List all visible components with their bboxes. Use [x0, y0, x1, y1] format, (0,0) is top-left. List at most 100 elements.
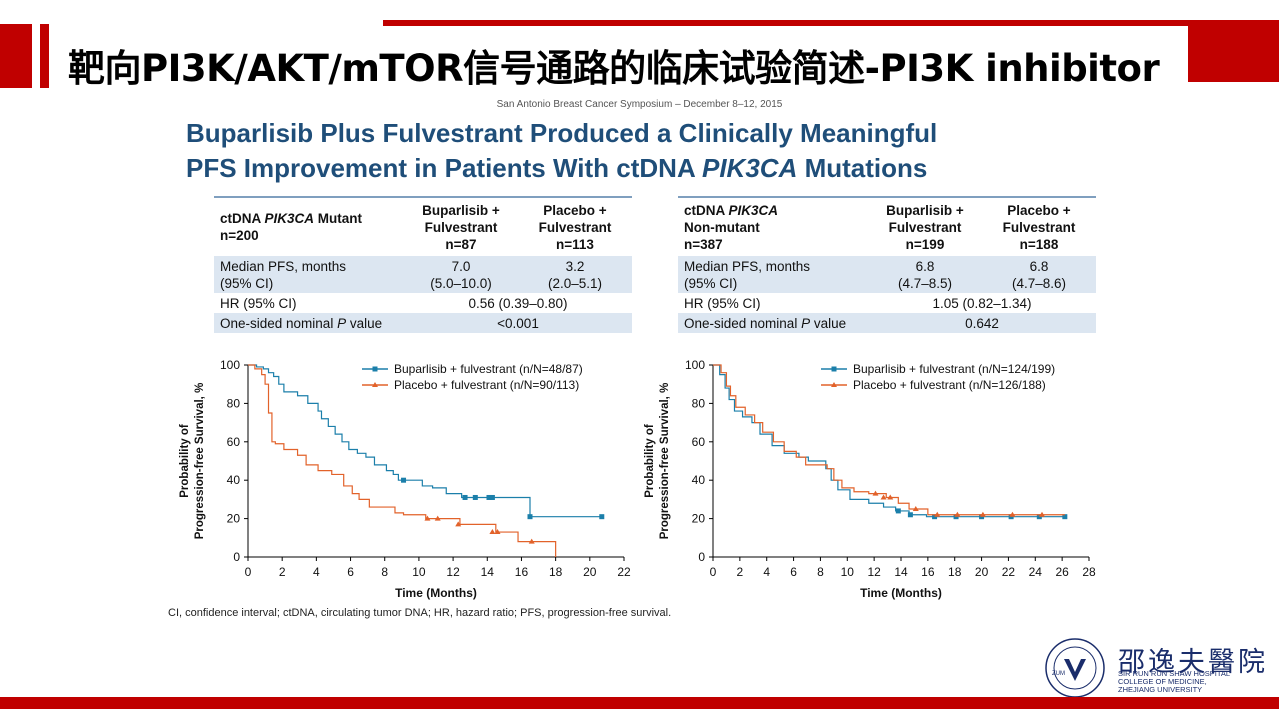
x-tick-label: 14 — [481, 565, 495, 579]
censor-marker — [494, 529, 501, 535]
pfs-arm1-ci: (5.0–10.0) — [430, 275, 492, 291]
censor-marker — [455, 521, 462, 527]
pfs-arm2-ci: (4.7–8.6) — [1011, 275, 1067, 291]
p-label-c: value — [810, 315, 847, 331]
group-label-c: Non-mutant — [684, 219, 760, 235]
p-label-italic: P — [801, 315, 811, 331]
x-axis-title: Time (Months) — [395, 586, 477, 600]
table-arm1-header: Buparlisib + Fulvestrant n=199 — [868, 198, 982, 256]
y-axis-title-2: Progression-free Survival, % — [659, 383, 671, 540]
p-label-c: value — [346, 315, 383, 331]
censor-marker — [887, 494, 894, 500]
table-row-hr: HR (95% CI) 0.56 (0.39–0.80) — [214, 293, 632, 313]
headline-gene-name: PIK3CA — [701, 153, 798, 183]
y-tick-label: 80 — [227, 396, 241, 410]
censor-marker — [424, 515, 431, 521]
table-row-pfs: Median PFS, months (95% CI) 6.8 (4.7–8.5) … — [678, 256, 1096, 293]
bottom-red-bar — [0, 697, 1279, 709]
table-row-p: One-sided nominal P value 0.642 — [678, 313, 1096, 333]
group-label-a: ctDNA — [684, 202, 729, 218]
table-arm1-header: Buparlisib + Fulvestrant n=87 — [404, 198, 518, 256]
censor-marker — [880, 494, 887, 500]
x-tick-label: 18 — [549, 565, 563, 579]
km-chart-mutant: 0 20 40 60 80 100 0 2 4 6 8 10 12 14 16 18 20 22 Time (Mon… — [179, 358, 631, 600]
y-tick-label: 60 — [692, 435, 706, 449]
table-arm2-header: Placebo + Fulvestrant n=113 — [518, 198, 632, 256]
pfs-arm2: 3.2 (2.0–5.1) — [518, 256, 632, 293]
x-tick-label: 8 — [817, 565, 824, 579]
pfs-arm2-value: 3.2 — [565, 258, 585, 274]
hr-label: HR (95% CI) — [684, 295, 761, 311]
hr-label: HR (95% CI) — [220, 295, 297, 311]
headline-line-2-part-c: Mutations — [797, 153, 928, 183]
censor-marker — [486, 494, 492, 500]
headline-line-2-part-a: PFS Improvement in Patients With ctDNA — [186, 153, 702, 183]
group-n: n=200 — [220, 228, 259, 243]
x-tick-label: 4 — [313, 565, 320, 579]
table-row-pfs: Median PFS, months (95% CI) 7.0 (5.0–10.0)… — [214, 256, 632, 293]
x-tick-label: 12 — [867, 565, 881, 579]
headline: Buparlisib Plus Fulvestrant Produced a C… — [186, 116, 937, 186]
pfs-arm1: 6.8 (4.7–8.5) — [868, 256, 982, 293]
hospital-name-cn: 邵逸夫醫院 — [1118, 647, 1268, 678]
x-tick-label: 6 — [790, 565, 797, 579]
x-tick-label: 22 — [1002, 565, 1016, 579]
y-tick-label: 0 — [698, 550, 705, 564]
y-tick-label: 20 — [692, 512, 706, 526]
pfs-arm1: 7.0 (5.0–10.0) — [404, 256, 518, 293]
x-tick-label: 10 — [841, 565, 855, 579]
legend-label: Buparlisib + fulvestrant (n/N=48/87) — [394, 362, 583, 376]
censor-marker — [472, 494, 478, 500]
pfs-label: Median PFS, months (95% CI) — [214, 256, 404, 293]
pfs-arm1-ci: (4.7–8.5) — [897, 275, 953, 291]
censor-marker — [979, 511, 986, 517]
y-tick-label: 60 — [227, 435, 241, 449]
table-header-row: ctDNA PIK3CA Non-mutant n=387 Buparlisib +… — [678, 198, 1096, 256]
table-left-top-rule — [214, 196, 632, 198]
top-red-bar — [383, 20, 1279, 26]
right-red-block — [1188, 26, 1279, 82]
x-tick-label: 0 — [710, 565, 717, 579]
hospital-seal-logo: ZUM — [1045, 638, 1105, 698]
p-label-a: One-sided nominal — [684, 315, 802, 331]
x-tick-label: 16 — [921, 565, 935, 579]
arm2-line2: Fulvestrant — [538, 219, 612, 235]
table-group-header: ctDNA PIK3CA Non-mutant n=387 — [678, 198, 868, 256]
censor-marker — [462, 494, 468, 500]
left-red-bar — [40, 24, 49, 88]
conference-label: San Antonio Breast Cancer Symposium – De… — [496, 99, 783, 110]
x-tick-label: 6 — [347, 565, 354, 579]
legend-marker — [372, 382, 378, 387]
p-label-a: One-sided nominal — [220, 315, 338, 331]
table-right: ctDNA PIK3CA Non-mutant n=387 Buparlisib +… — [678, 198, 1096, 333]
hr-value: 0.56 (0.39–0.80) — [468, 295, 568, 311]
pfs-label-1: Median PFS, months — [684, 258, 811, 274]
x-tick-label: 4 — [763, 565, 770, 579]
legend-marker — [831, 382, 837, 387]
hospital-name-en-3: ZHEJIANG UNIVERSITY — [1118, 685, 1203, 694]
group-n: n=387 — [684, 236, 723, 252]
pfs-arm2: 6.8 (4.7–8.6) — [982, 256, 1096, 293]
arm1-line1: Buparlisib + — [886, 202, 964, 218]
legend-marker — [831, 366, 837, 372]
y-tick-label: 100 — [220, 358, 240, 372]
hospital-name-en-2: COLLEGE OF MEDICINE, — [1118, 677, 1207, 686]
arm1-line1: Buparlisib + — [422, 202, 500, 218]
group-label-a: ctDNA — [220, 211, 265, 226]
legend-label: Placebo + fulvestrant (n/N=126/188) — [853, 378, 1046, 392]
pfs-arm1-value: 6.8 — [915, 258, 935, 274]
headline-line-1: Buparlisib Plus Fulvestrant Produced a C… — [186, 118, 938, 148]
p-label-italic: P — [337, 315, 347, 331]
table-right-top-rule — [678, 196, 1096, 198]
km-curve-placebo — [248, 364, 557, 557]
censor-marker — [528, 538, 535, 544]
x-tick-label: 14 — [894, 565, 908, 579]
arm2-n: n=113 — [556, 236, 594, 252]
arm2-line2: Fulvestrant — [1002, 219, 1076, 235]
y-axis-title-1: Probability of — [644, 424, 656, 498]
p-label: One-sided nominal P value — [678, 313, 868, 333]
censor-marker — [872, 490, 879, 496]
pfs-arm1-value: 7.0 — [451, 258, 471, 274]
y-tick-label: 20 — [227, 512, 241, 526]
table-row-hr: HR (95% CI) 1.05 (0.82–1.34) — [678, 293, 1096, 313]
